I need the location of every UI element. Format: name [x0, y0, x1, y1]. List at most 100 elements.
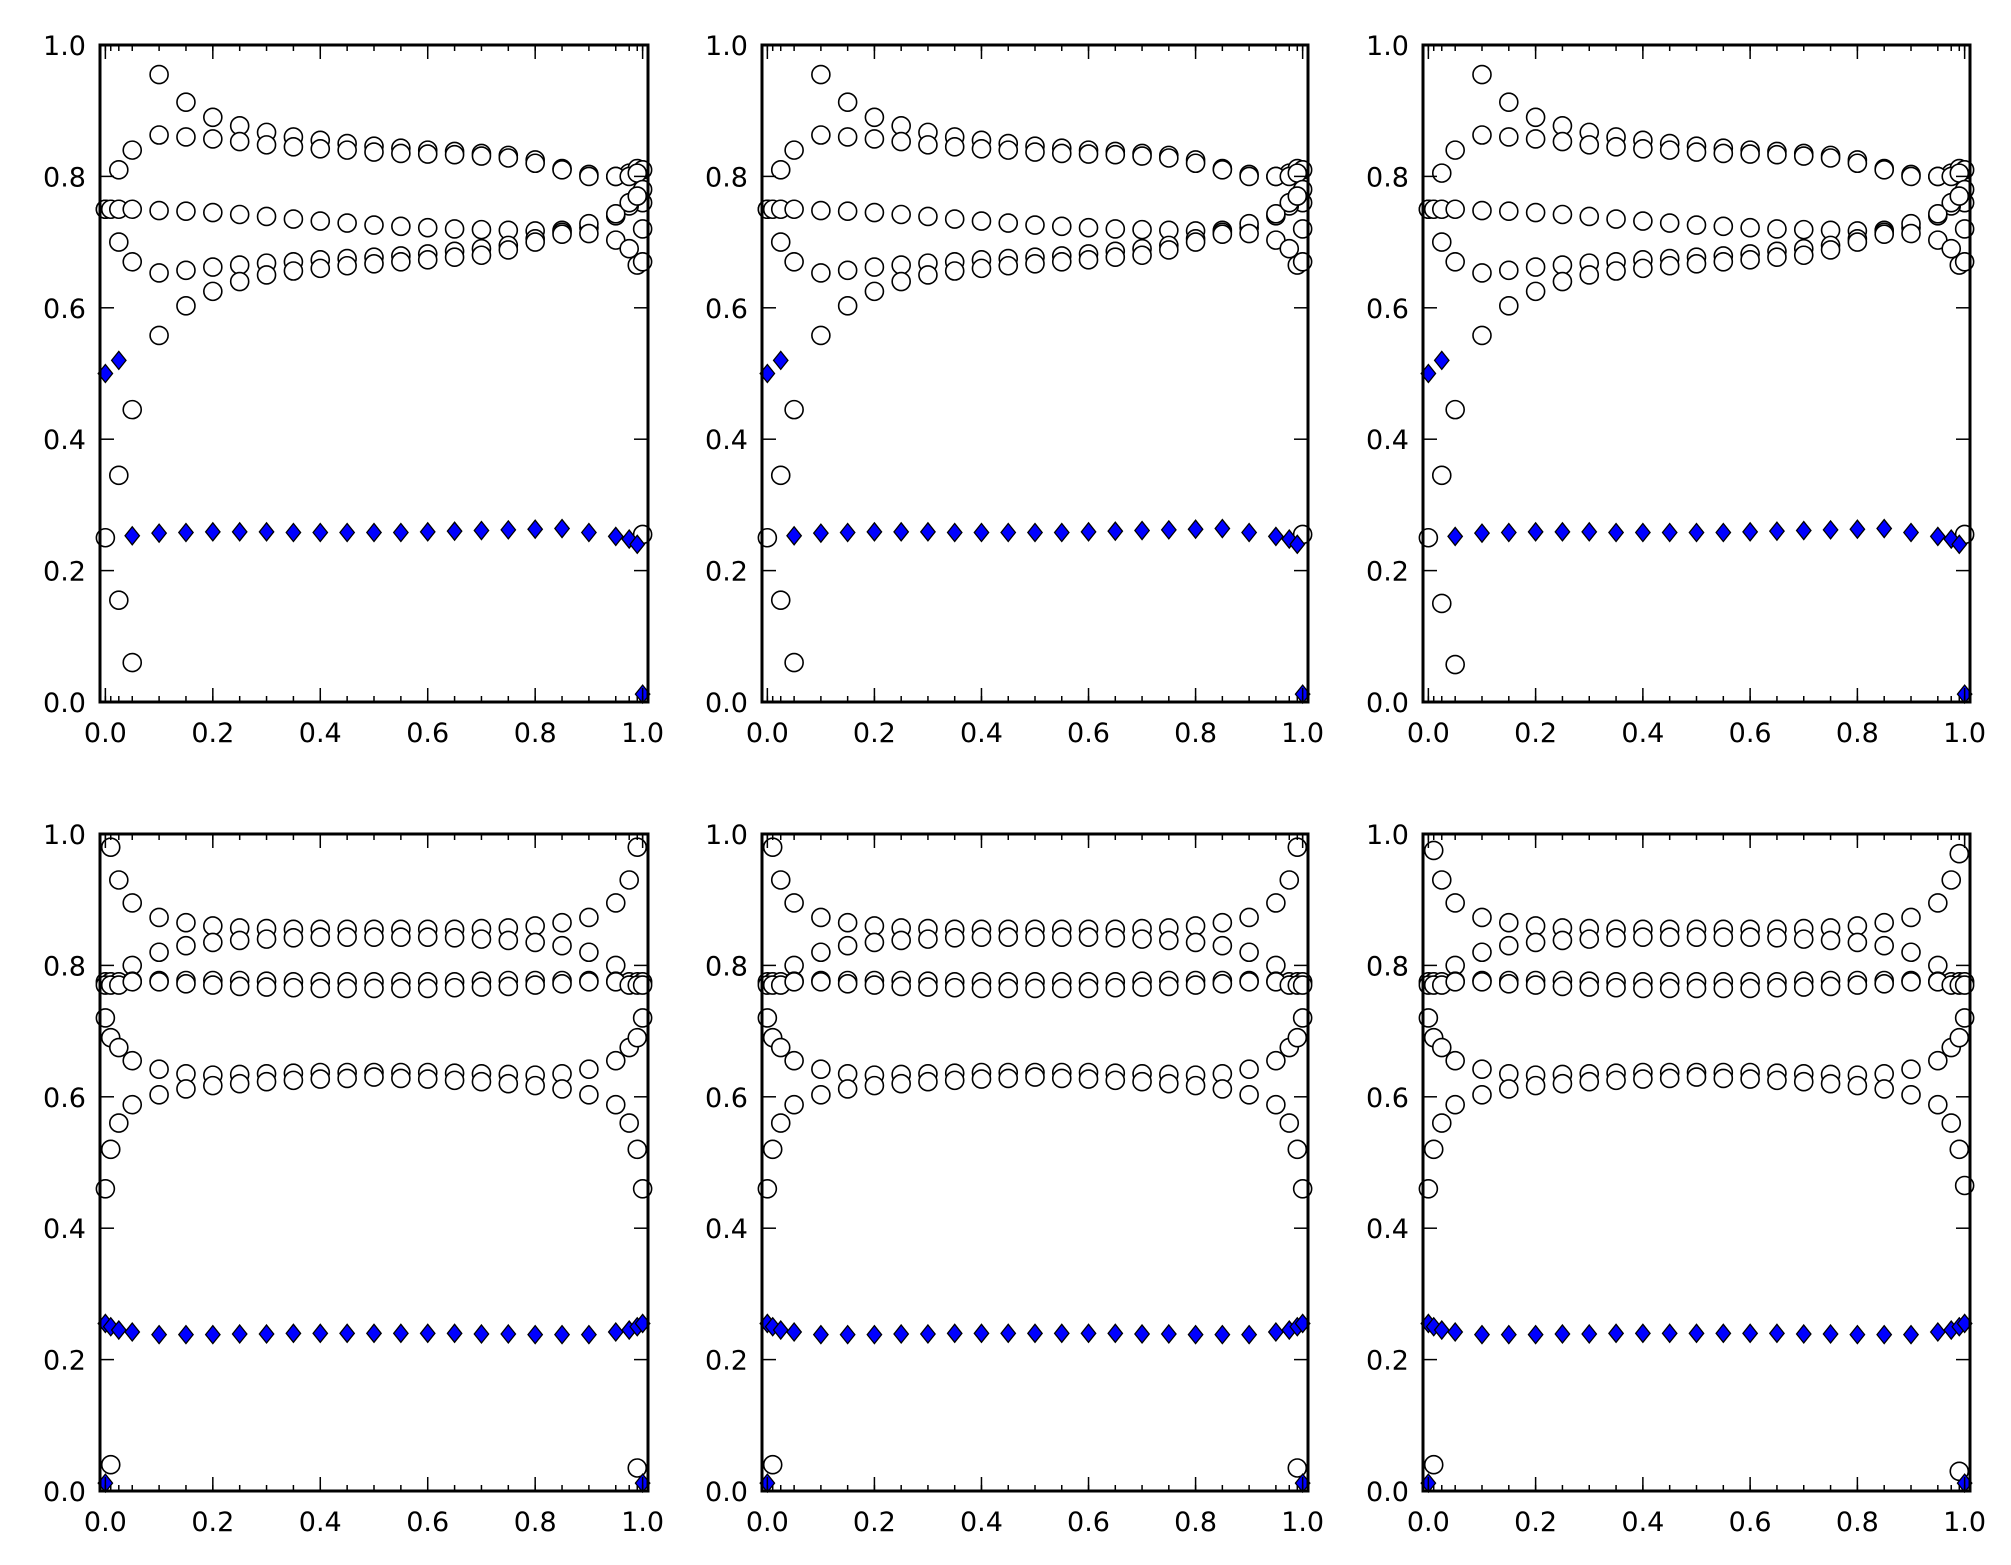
circle-marker: [627, 163, 648, 183]
circle-marker: [811, 125, 831, 145]
circle-marker: [444, 144, 465, 165]
x-tick-label: 0.6: [1729, 1507, 1772, 1538]
circle-marker: [784, 1050, 804, 1071]
diamond-marker: [1000, 522, 1017, 543]
circle-marker: [971, 258, 992, 279]
diamond-marker: [1822, 519, 1839, 540]
circle-marker: [1132, 977, 1152, 997]
diamond-marker: [839, 1324, 856, 1345]
circle-marker: [891, 204, 911, 225]
circle-marker: [1239, 223, 1259, 244]
circle-marker: [1078, 217, 1099, 238]
circle-marker: [122, 652, 143, 673]
circle-marker: [498, 148, 519, 168]
y-tick-label: 1.0: [1366, 820, 1409, 851]
diamond-marker: [1929, 1321, 1946, 1343]
circle-marker: [770, 1113, 791, 1133]
circle-marker: [1606, 137, 1626, 157]
diamond-marker: [1581, 1323, 1598, 1345]
x-tick-label: 0.2: [191, 718, 234, 749]
circle-marker: [784, 972, 804, 992]
y-tick-label: 0.2: [43, 557, 86, 588]
subplot-2: 0.0 0.2 0.4 0.6 0.8 1.0 0.0 0.2 0.4 0.6 0.8 1.0: [705, 31, 1324, 749]
circle-marker: [619, 1113, 639, 1133]
y-tick-label: 0.8: [705, 951, 748, 982]
circle-marker: [579, 166, 599, 187]
circle-marker: [1279, 870, 1300, 890]
circle-marker: [1266, 893, 1286, 913]
circle-marker: [310, 211, 331, 231]
circle-marker: [1025, 142, 1045, 162]
circle-marker: [770, 1037, 791, 1058]
diamond-marker: [1026, 1323, 1044, 1344]
x-tick-label: 0.2: [853, 1507, 896, 1538]
circle-marker: [770, 465, 791, 486]
circle-marker: [229, 271, 250, 292]
diamond-marker: [1634, 522, 1651, 543]
circle-marker: [627, 837, 648, 857]
circle-marker: [770, 160, 791, 180]
circle-marker: [1472, 125, 1492, 145]
x-tick-label: 0.8: [1174, 718, 1217, 749]
circle-marker: [176, 127, 196, 147]
diamond-marker: [102, 1316, 119, 1337]
circle-marker: [1051, 143, 1072, 164]
circle-marker: [203, 281, 223, 302]
circle-marker: [1025, 978, 1045, 999]
circle-marker: [1159, 1073, 1179, 1094]
circle-marker: [256, 135, 277, 155]
circle-marker: [1552, 204, 1573, 225]
circle-marker: [1212, 224, 1233, 245]
circle-marker: [109, 870, 129, 890]
diamond-marker: [1688, 1323, 1705, 1344]
circle-marker: [203, 932, 223, 953]
circle-marker: [1767, 219, 1787, 239]
y-tick-label: 0.6: [705, 294, 748, 325]
diamond-marker: [786, 1321, 803, 1343]
circle-marker: [471, 929, 492, 949]
circle-marker: [149, 1059, 169, 1080]
circle-marker: [627, 1027, 648, 1048]
circle-marker: [256, 206, 277, 227]
circle-marker: [364, 215, 384, 235]
circle-marker: [1423, 1454, 1444, 1475]
circle-marker: [579, 972, 599, 992]
circle-marker: [784, 199, 804, 220]
y-tick-label: 0.0: [705, 688, 748, 719]
circle-marker: [1633, 211, 1653, 231]
x-tick-label: 0.8: [514, 1507, 557, 1538]
circle-marker: [864, 129, 885, 149]
circle-marker: [109, 465, 129, 486]
circle-marker: [1159, 976, 1179, 997]
circle-marker: [811, 200, 831, 221]
circle-marker: [971, 139, 992, 159]
circle-marker: [229, 131, 250, 152]
diamond-marker: [1214, 518, 1231, 539]
circle-marker: [1740, 250, 1760, 270]
circle-marker: [310, 139, 331, 159]
diamond-marker: [1902, 522, 1920, 543]
y-tick-label: 0.4: [705, 1214, 748, 1245]
circle-marker: [1552, 131, 1573, 152]
diamond-marker: [1795, 520, 1812, 541]
circle-marker: [1472, 200, 1492, 221]
circle-marker: [1767, 247, 1787, 268]
circle-marker: [283, 928, 304, 948]
circle-marker: [762, 1454, 783, 1475]
circle-marker: [1025, 253, 1045, 274]
circle-marker: [109, 590, 129, 610]
circle-marker: [1525, 202, 1546, 223]
circle-marker: [1767, 928, 1787, 948]
x-tick-label: 0.4: [1621, 718, 1664, 749]
circle-marker: [176, 260, 196, 281]
circle-marker: [1901, 223, 1921, 244]
diamond-marker: [204, 1324, 221, 1345]
circle-marker: [552, 224, 572, 245]
circle-marker: [770, 870, 791, 890]
circle-marker: [1472, 942, 1492, 963]
diamond-marker: [473, 520, 490, 541]
circle-marker: [364, 142, 384, 162]
circle-marker: [1901, 907, 1921, 928]
diamond-marker: [580, 1324, 597, 1345]
circle-marker: [837, 260, 858, 281]
